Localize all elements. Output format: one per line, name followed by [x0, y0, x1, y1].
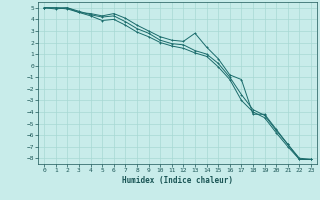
X-axis label: Humidex (Indice chaleur): Humidex (Indice chaleur): [122, 176, 233, 185]
